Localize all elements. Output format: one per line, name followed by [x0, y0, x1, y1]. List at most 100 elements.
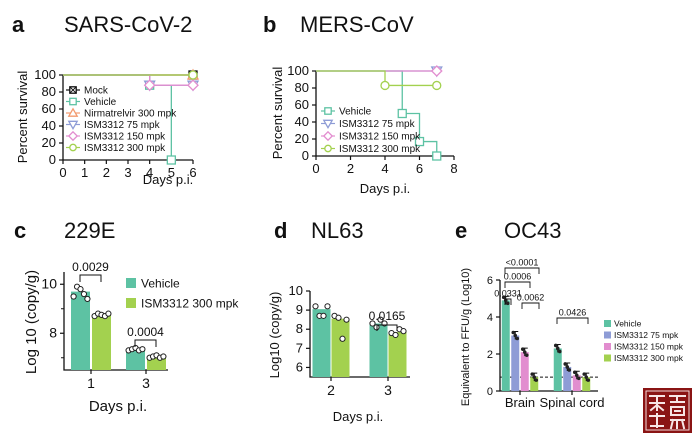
- chart-e-p-value: 0.0062: [517, 293, 545, 303]
- chart-a-xtick-label: 6: [189, 165, 196, 180]
- chart-e-datapoint: [534, 378, 539, 382]
- chart-e-legend-swatch-vehicle: [604, 320, 611, 327]
- chart-b-xtick-label: 4: [381, 161, 388, 176]
- chart-e-datapoint: [511, 330, 516, 335]
- chart-e-p-value: 0.0331: [494, 289, 522, 299]
- chart-e-bar-ism3312-300-mpk-brain: [530, 377, 539, 391]
- chart-c: 8 10 1 3 0.0029 0.0004 Days p.i. Log 10 (co…: [23, 260, 239, 415]
- chart-b-ytick-label: 0: [302, 148, 309, 163]
- chart-b-point-vehicle: [432, 151, 442, 161]
- chart-a-xtick-label: 0: [59, 165, 66, 180]
- chart-d-datapoint: [312, 303, 319, 310]
- chart-e-datapoint: [524, 353, 529, 357]
- chart-c-datapoint: [84, 295, 91, 303]
- chart-c-legend-label-vehicle: Vehicle: [141, 277, 180, 291]
- chart-e-significance-bracket: [556, 317, 589, 324]
- chart-e-bar-ism3312-75-mpk-brain: [511, 335, 520, 391]
- chart-a-ytick-label: 0: [49, 152, 56, 167]
- chart-b-xtick-label: 8: [450, 161, 457, 176]
- chart-d-ylabel: Log10 (copy/g): [267, 292, 282, 379]
- panel-label-c: c: [14, 218, 26, 243]
- chart-e-datapoint: [563, 362, 568, 366]
- chart-e-legend-label-ism3312-150-mpk: ISM3312 150 mpk: [614, 342, 684, 352]
- chart-c-ylabel: Log 10 (copy/g): [23, 270, 40, 374]
- chart-d-bar-vehicle-2: [312, 309, 331, 377]
- chart-e-ylabel: Equivalent to FFU/g (Log10): [460, 268, 472, 406]
- chart-b-legend-marker-ism3312-150-mpk: [322, 130, 334, 142]
- chart-e-datapoint: [565, 365, 570, 369]
- chart-a-ylabel: Percent survival: [15, 71, 30, 164]
- chart-e-datapoint: [555, 346, 560, 351]
- chart-e-datapoint: [522, 350, 527, 354]
- chart-a-xtick-label: 1: [81, 165, 88, 180]
- chart-d-datapoint: [324, 303, 331, 310]
- chart-e-datapoint: [532, 375, 537, 379]
- chart-d-xlabel: Days p.i.: [333, 409, 384, 424]
- chart-e-legend-label-vehicle: Vehicle: [614, 319, 642, 329]
- chart-a-legend-marker-ism3312-75-mpk: [67, 120, 79, 131]
- panel-label-d: d: [274, 218, 287, 243]
- panel-label-a: a: [12, 12, 25, 37]
- chart-e-significance-bracket: [504, 298, 512, 305]
- chart-c-datapoint: [70, 293, 77, 300]
- chart-d-p-value: 0.0165: [369, 309, 406, 323]
- chart-e-bar-ism3312-300-mpk-spinal-cord: [582, 377, 591, 391]
- chart-e-ytick-label: 2: [487, 349, 493, 361]
- chart-a-ytick-label: 60: [42, 101, 56, 116]
- chart-c-datapoint: [105, 310, 112, 317]
- chart-b-legend-label-ism3312-300-mpk: ISM3312 300 mpk: [339, 144, 421, 155]
- chart-d-ytick-label: 7: [296, 340, 303, 355]
- chart-d-datapoint: [369, 320, 376, 327]
- chart-e-p-value: 0.0006: [504, 272, 532, 282]
- chart-e-datapoint: [584, 375, 589, 379]
- chart-a-ytick-label: 100: [34, 67, 56, 82]
- chart-e-datapoint: [505, 301, 510, 306]
- chart-d-ytick-label: 9: [296, 302, 303, 317]
- chart-a-legend-label-ism3312-300-mpk: ISM3312 300 mpk: [84, 143, 166, 154]
- chart-e-legend-swatch-ism3312-300-mpk: [604, 354, 611, 362]
- chart-b-xtick-label: 0: [312, 161, 319, 176]
- chart-e-datapoint: [530, 372, 535, 376]
- chart-e-bar-vehicle-brain: [501, 300, 510, 391]
- panel-label-e: e: [455, 218, 467, 243]
- chart-c-legend-swatch-ism3312-300-mpk: [126, 298, 136, 308]
- chart-e-xtick-label: Brain: [505, 395, 535, 410]
- chart-a-xtick-label: 5: [168, 165, 175, 180]
- chart-d: 6 7 8 9 10 2 3 0.0165 Days p.i. Log10 (copy/g…: [267, 283, 410, 424]
- chart-b-legend-marker-ism3312-300-mpk: [324, 144, 332, 153]
- chart-c-p-value: 0.0004: [127, 325, 164, 339]
- chart-c-legend-label-ism3312-300-mpk: ISM3312 300 mpk: [141, 297, 239, 311]
- chart-e-legend-swatch-ism3312-75-mpk: [604, 331, 611, 339]
- chart-c-bar-vehicle-3: [126, 349, 145, 370]
- chart-d-datapoint: [392, 331, 399, 339]
- panel-label-b: b: [263, 12, 276, 37]
- chart-a-legend-marker-ism3312-150-mpk: [67, 130, 79, 142]
- chart-e-datapoint: [501, 295, 506, 300]
- chart-a-point-ism3312-150-mpk: [143, 79, 156, 92]
- chart-b-legend-marker-vehicle: [324, 107, 332, 115]
- chart-a-xtick-label: 4: [146, 165, 153, 180]
- chart-c-legend-swatch-vehicle: [126, 278, 136, 288]
- chart-e-datapoint: [582, 372, 587, 376]
- chart-e-bar-ism3312-150-mpk-spinal-cord: [572, 375, 581, 391]
- chart-d-datapoint: [400, 328, 407, 335]
- chart-e-datapoint: [557, 349, 562, 354]
- chart-a-ytick-label: 40: [42, 118, 56, 133]
- chart-c-ytick-label: 8: [49, 324, 57, 340]
- chart-a-ytick-label: 80: [42, 84, 56, 99]
- chart-d-bar-ism3312-300-mpk-3: [388, 332, 407, 377]
- chart-b-legend-marker-ism3312-75-mpk: [322, 119, 334, 130]
- chart-d-ytick-label: 6: [296, 359, 303, 374]
- chart-e-bar-ism3312-150-mpk-brain: [520, 352, 529, 391]
- chart-d-significance-bracket: [376, 324, 398, 331]
- chart-e-datapoint: [520, 347, 525, 351]
- chart-d-xtick-label: 2: [327, 382, 335, 398]
- chart-c-datapoint: [80, 290, 88, 298]
- chart-b-xtick-label: 6: [416, 161, 423, 176]
- panel-title-a: SARS-CoV-2: [64, 12, 192, 37]
- chart-c-datapoint: [160, 353, 167, 360]
- chart-b-point-vehicle: [414, 136, 425, 147]
- chart-e-bar-ism3312-75-mpk-spinal-cord: [563, 366, 572, 391]
